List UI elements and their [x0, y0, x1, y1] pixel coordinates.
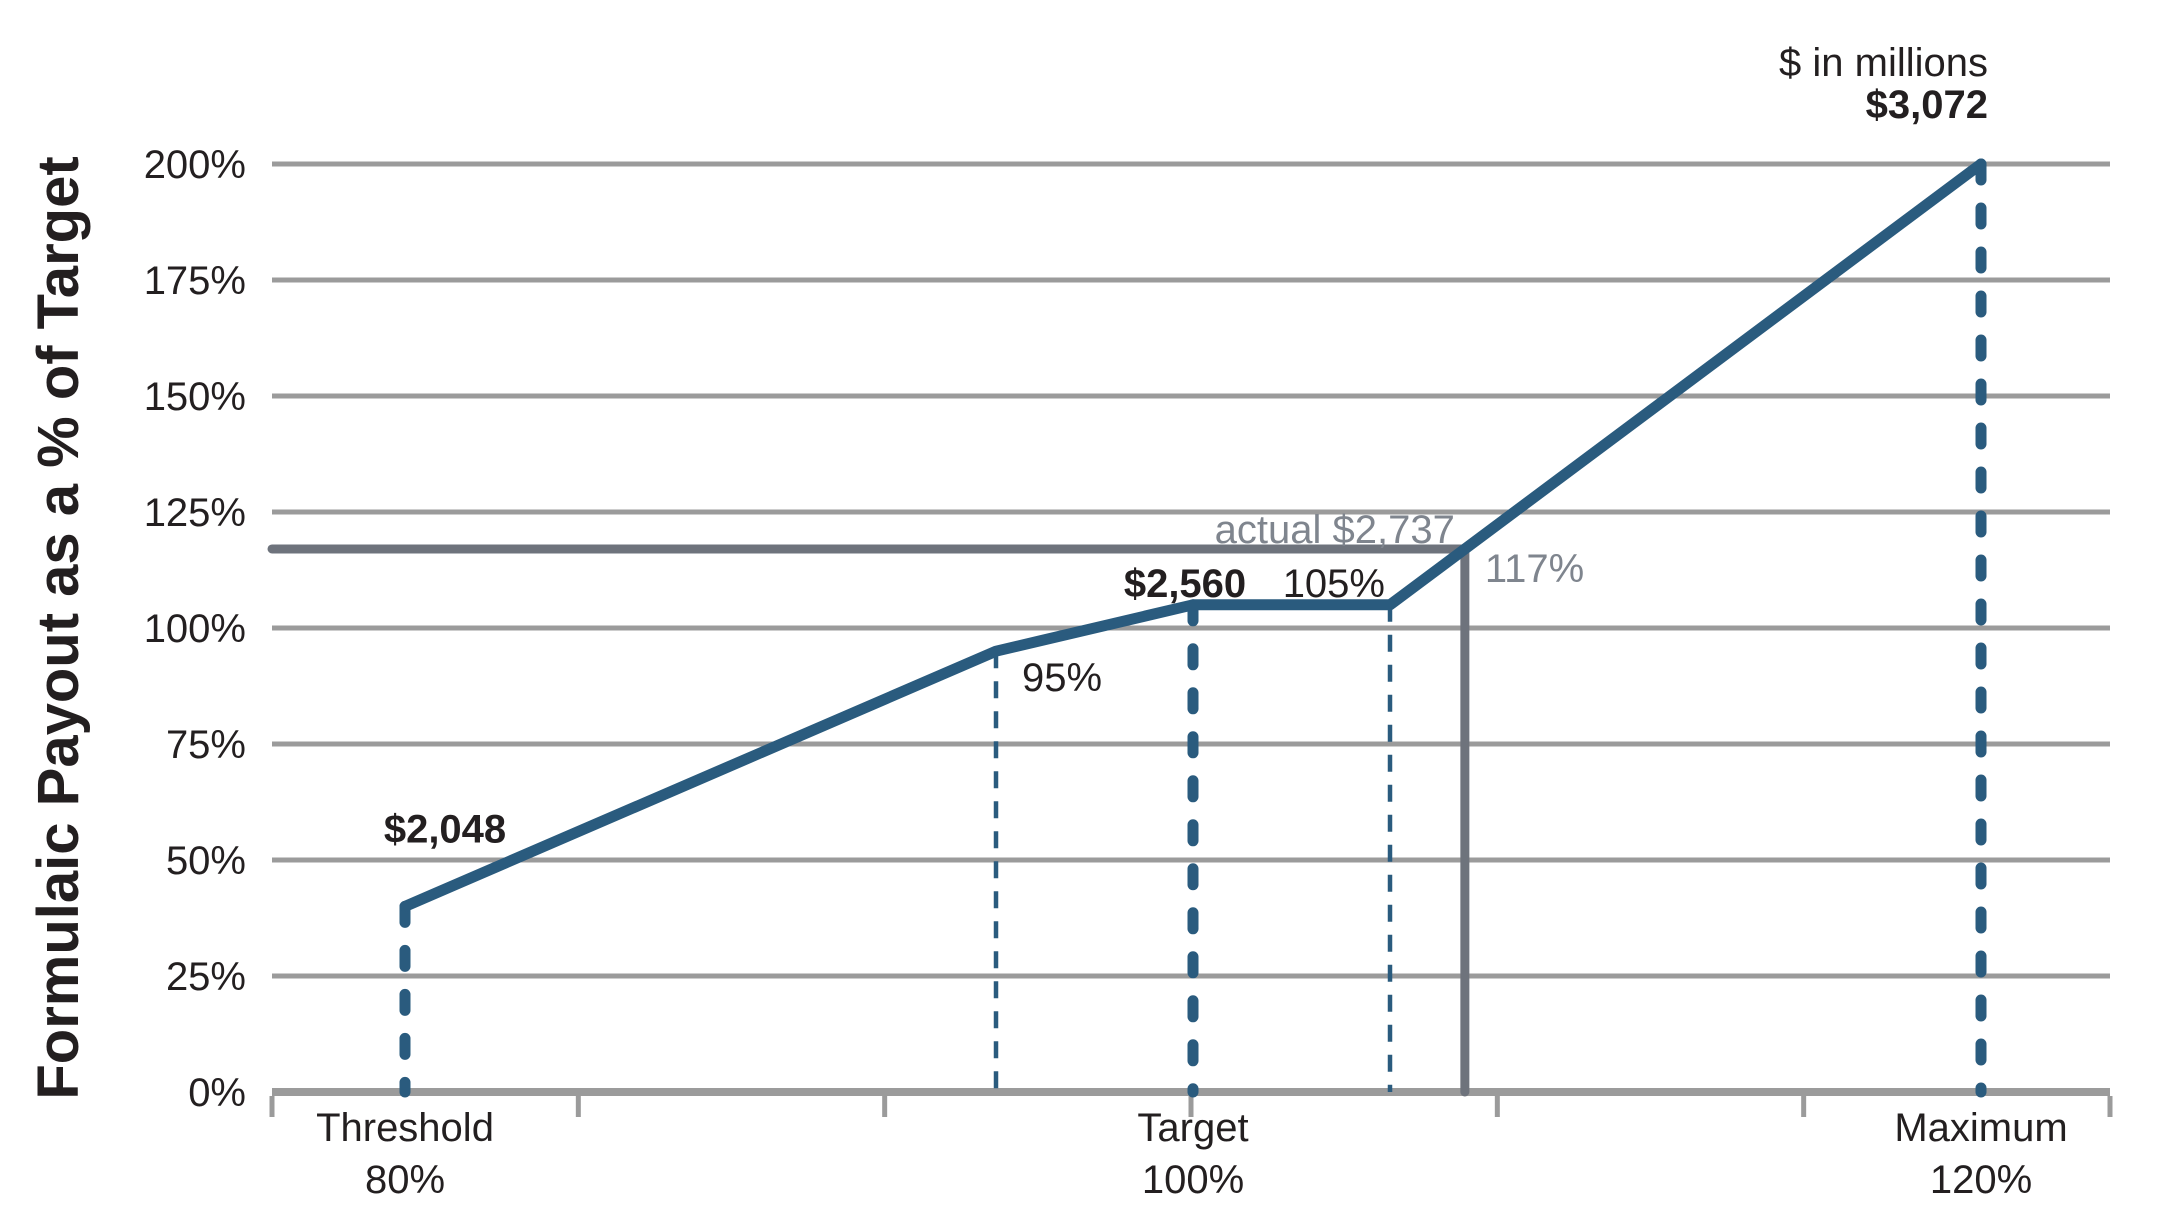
- y-tick-label-125: 125%: [144, 491, 246, 535]
- annotation-units-note: $ in millions: [1779, 41, 1988, 85]
- annotation-actual-amount: actual $2,737: [1215, 508, 1455, 552]
- annotation-kink-95: 95%: [1022, 656, 1102, 700]
- annotation-target-amount: $2,560: [1124, 562, 1246, 606]
- y-axis-labels-group: 0% 25% 50% 75% 100% 125% 150% 175% 200%: [144, 143, 246, 1115]
- y-tick-label-25: 25%: [166, 955, 246, 999]
- annotations-group: $2,048 95% $2,560 105% actual $2,737 117% $ in…: [384, 41, 1988, 851]
- annotation-maximum-amount: $3,072: [1866, 83, 1988, 127]
- y-tick-label-150: 150%: [144, 375, 246, 419]
- annotation-threshold-amount: $2,048: [384, 807, 506, 851]
- y-tick-label-50: 50%: [166, 839, 246, 883]
- x-axis-labels-group: Threshold 80% Target 100% Maximum 120%: [316, 1106, 2068, 1202]
- series-group: [399, 158, 1987, 912]
- y-tick-label-75: 75%: [166, 723, 246, 767]
- y-axis-title: Formulaic Payout as a % of Target: [26, 156, 91, 1099]
- x-label-target: Target: [1137, 1106, 1248, 1150]
- x-label-threshold-pct: 80%: [365, 1158, 445, 1202]
- x-label-maximum-pct: 120%: [1930, 1158, 2032, 1202]
- annotation-kink-105: 105%: [1283, 562, 1385, 606]
- y-tick-label-175: 175%: [144, 259, 246, 303]
- guide-dash-lines-group: [399, 158, 1987, 1098]
- payout-line: [399, 158, 1987, 912]
- y-tick-label-200: 200%: [144, 143, 246, 187]
- x-label-target-pct: 100%: [1142, 1158, 1244, 1202]
- y-tick-label-0: 0%: [188, 1071, 246, 1115]
- y-tick-label-100: 100%: [144, 607, 246, 651]
- x-label-threshold: Threshold: [316, 1106, 494, 1150]
- annotation-actual-payout: 117%: [1485, 547, 1584, 591]
- x-label-maximum: Maximum: [1894, 1106, 2067, 1150]
